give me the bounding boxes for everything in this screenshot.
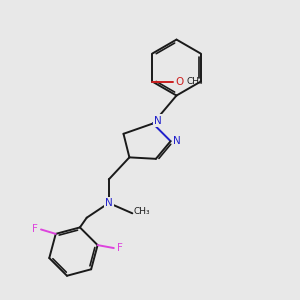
Text: O: O [175, 76, 184, 86]
Text: N: N [173, 136, 181, 146]
Text: CH₃: CH₃ [134, 207, 150, 216]
Text: N: N [154, 116, 162, 126]
Text: F: F [32, 224, 38, 235]
Text: N: N [106, 198, 113, 208]
Text: F: F [117, 243, 123, 253]
Text: CH₃: CH₃ [186, 77, 203, 86]
